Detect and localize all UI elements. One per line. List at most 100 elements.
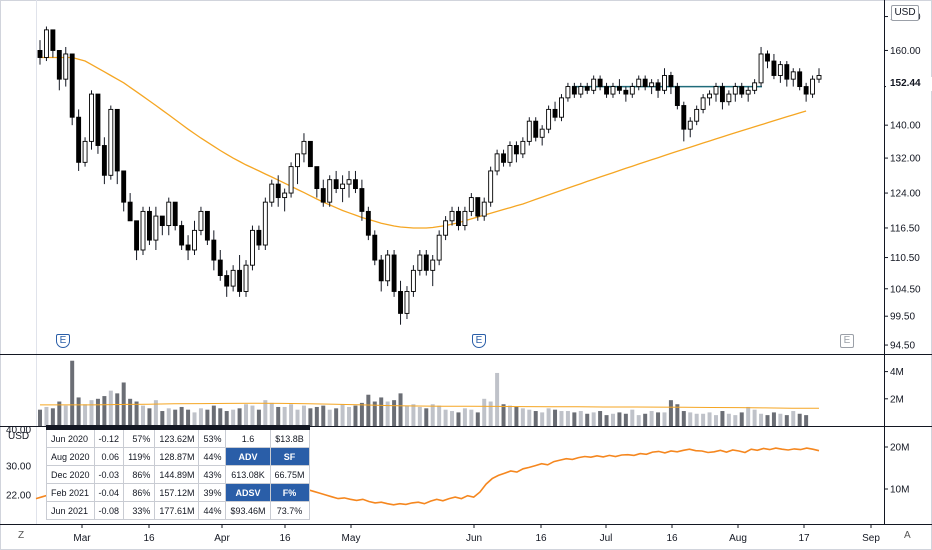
candle-body <box>417 254 423 271</box>
candle-body <box>307 140 313 168</box>
candle <box>114 108 120 185</box>
candle-body <box>237 269 243 292</box>
volume-bar <box>38 409 42 426</box>
table-cell: $13.8B <box>269 429 310 448</box>
volume-bar <box>314 406 319 426</box>
candle <box>797 68 803 91</box>
volume-bar <box>726 413 731 426</box>
candle <box>101 137 107 185</box>
candle-body <box>269 183 275 203</box>
candle <box>501 149 506 167</box>
candle-body <box>526 120 532 142</box>
candle-body <box>359 188 365 212</box>
candle <box>269 179 275 207</box>
candle <box>404 286 410 320</box>
candle-body <box>153 215 159 241</box>
candle-body <box>662 75 667 91</box>
candle-body <box>211 239 217 261</box>
candle <box>610 82 616 98</box>
candle-body <box>314 166 320 190</box>
table-cell: 123.62M <box>154 429 200 448</box>
candle <box>584 82 590 95</box>
volume-bar <box>334 408 339 426</box>
indicator-left-tick-label: 40.00 <box>6 425 31 436</box>
table-row: Aug 2020 0.06 119% 128.87M 44% ADV SF <box>46 447 310 466</box>
table-cell: F% <box>269 483 310 502</box>
candle-body <box>89 93 94 142</box>
volume-bar <box>746 406 751 426</box>
candle-body <box>655 82 661 91</box>
fundamentals-table: Jun 2020 -0.12 57% 123.62M 53% 1.6 $13.8B Aug 2… <box>46 425 310 520</box>
candle-body <box>668 75 674 88</box>
line-panel-currency-label: USD <box>8 431 30 442</box>
candle-body <box>642 78 648 88</box>
volume-bar <box>102 396 107 426</box>
candle-body <box>288 166 294 194</box>
volume-bar <box>643 413 648 426</box>
candle-body <box>674 86 680 106</box>
earnings-marker[interactable]: E <box>56 334 70 348</box>
candle <box>662 68 667 95</box>
candle-body <box>597 78 603 88</box>
candle <box>385 249 391 287</box>
candle <box>327 175 333 207</box>
candle-body <box>37 50 43 58</box>
volume-bar <box>720 411 725 426</box>
candle-body <box>745 89 751 95</box>
candle <box>810 75 816 98</box>
volume-bar <box>578 411 583 426</box>
volume-bar <box>636 415 641 426</box>
volume-bar <box>495 372 500 426</box>
candle <box>494 149 500 176</box>
volume-bar <box>179 406 184 426</box>
candle <box>674 82 680 110</box>
earnings-marker[interactable]: E <box>472 334 486 348</box>
candle <box>423 249 429 276</box>
candle-body <box>192 229 197 251</box>
candle-body <box>404 291 410 314</box>
table-cell: -0.12 <box>93 429 125 448</box>
table-cell: 1.6 <box>225 429 271 448</box>
timezone-glyph[interactable]: Z <box>18 530 25 541</box>
upcoming-earnings-marker[interactable]: E <box>840 334 854 348</box>
candle-body <box>159 215 165 227</box>
volume-bar <box>656 412 661 426</box>
price-tick-label: 124.00 <box>890 189 921 200</box>
volume-tick-label: 4M <box>890 367 904 378</box>
table-cell: Feb 2021 <box>46 483 95 502</box>
candle-body <box>816 75 822 80</box>
volume-bar <box>321 405 326 426</box>
candle <box>732 82 738 102</box>
candle-body <box>687 120 693 130</box>
currency-label[interactable]: USD <box>891 5 919 21</box>
table-cell: 157.12M <box>154 483 200 502</box>
candle-body <box>507 145 513 163</box>
candle-body <box>275 183 281 199</box>
table-cell: 119% <box>123 447 156 466</box>
volume-bar <box>366 394 371 426</box>
candle <box>295 153 300 185</box>
candle <box>771 53 777 80</box>
price-tick-label: 132.00 <box>890 154 921 165</box>
auto-scale-glyph[interactable]: A <box>904 530 911 541</box>
indicator-left-tick-label: 30.00 <box>6 461 31 472</box>
time-tick-label: Jul <box>600 533 613 544</box>
volume-bar <box>147 408 152 426</box>
volume-bar <box>244 404 249 426</box>
candle <box>320 179 326 207</box>
time-tick-label: Apr <box>214 533 230 544</box>
candle-body <box>353 179 358 190</box>
volume-bar <box>462 408 467 426</box>
table-cell: 44% <box>198 501 227 520</box>
candle-body <box>726 93 732 103</box>
volume-bar <box>398 393 403 426</box>
candle-body <box>752 82 758 91</box>
candle-body <box>224 275 230 287</box>
candle <box>250 225 255 271</box>
candle <box>700 94 706 114</box>
candle <box>687 117 693 138</box>
volume-bar <box>231 409 236 426</box>
volume-bar <box>211 405 216 426</box>
volume-bar <box>89 400 94 426</box>
